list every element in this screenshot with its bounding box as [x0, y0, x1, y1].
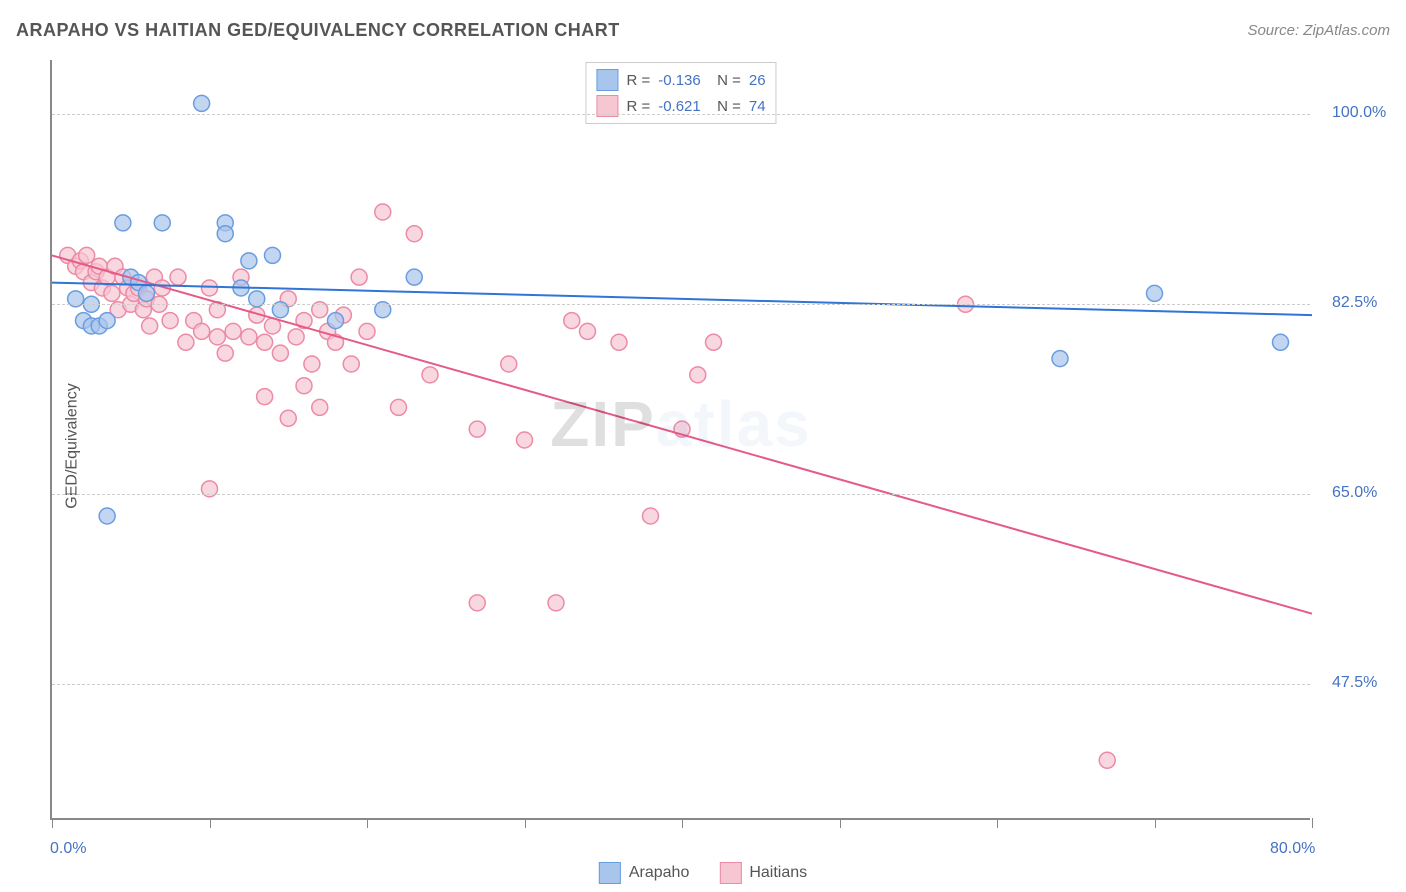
n-value-haitians: 74	[749, 98, 766, 115]
data-point	[99, 508, 115, 524]
r-label: R =	[626, 72, 650, 89]
data-point	[706, 334, 722, 350]
data-point	[548, 595, 564, 611]
data-point	[375, 204, 391, 220]
x-tick	[525, 818, 526, 828]
trend-line	[52, 255, 1312, 613]
data-point	[257, 334, 273, 350]
data-point	[115, 215, 131, 231]
r-label: R =	[626, 98, 650, 115]
data-point	[1147, 285, 1163, 301]
gridline	[52, 114, 1310, 115]
gridline	[52, 684, 1310, 685]
data-point	[104, 285, 120, 301]
legend-label-arapaho: Arapaho	[629, 864, 690, 882]
data-point	[422, 367, 438, 383]
n-label: N =	[709, 72, 741, 89]
legend-label-haitians: Haitians	[749, 864, 807, 882]
legend-item-haitians: Haitians	[719, 862, 807, 884]
bottom-legend: Arapaho Haitians	[599, 862, 807, 884]
n-label: N =	[709, 98, 741, 115]
data-point	[580, 323, 596, 339]
plot-area: ZIPatlas R = -0.136 N = 26 R = -0.621 N …	[50, 60, 1310, 820]
data-point	[406, 226, 422, 242]
data-point	[469, 421, 485, 437]
data-point	[359, 323, 375, 339]
data-point	[202, 280, 218, 296]
data-point	[217, 345, 233, 361]
data-point	[406, 269, 422, 285]
trend-line	[52, 283, 1312, 316]
data-point	[139, 285, 155, 301]
data-point	[288, 329, 304, 345]
x-tick	[1312, 818, 1313, 828]
r-value-haitians: -0.621	[658, 98, 701, 115]
data-point	[501, 356, 517, 372]
data-point	[79, 247, 95, 263]
data-point	[351, 269, 367, 285]
data-point	[257, 389, 273, 405]
data-point	[170, 269, 186, 285]
gridline	[52, 304, 1310, 305]
y-tick-label: 47.5%	[1332, 674, 1377, 692]
data-point	[209, 329, 225, 345]
legend-item-arapaho: Arapaho	[599, 862, 690, 884]
data-point	[154, 215, 170, 231]
data-point	[312, 399, 328, 415]
legend-swatch-arapaho	[599, 862, 621, 884]
header: ARAPAHO VS HAITIAN GED/EQUIVALENCY CORRE…	[16, 20, 1390, 41]
data-point	[328, 313, 344, 329]
chart-title: ARAPAHO VS HAITIAN GED/EQUIVALENCY CORRE…	[16, 20, 620, 41]
data-point	[241, 329, 257, 345]
data-point	[1052, 351, 1068, 367]
legend-swatch-haitians	[719, 862, 741, 884]
y-tick-label: 100.0%	[1332, 104, 1386, 122]
data-point	[194, 323, 210, 339]
data-point	[280, 410, 296, 426]
data-point	[194, 95, 210, 111]
data-point	[517, 432, 533, 448]
data-point	[225, 323, 241, 339]
data-point	[217, 226, 233, 242]
y-tick-label: 82.5%	[1332, 294, 1377, 312]
data-point	[643, 508, 659, 524]
x-tick	[1155, 818, 1156, 828]
x-max-label: 80.0%	[1270, 840, 1315, 858]
data-point	[265, 247, 281, 263]
data-point	[391, 399, 407, 415]
swatch-arapaho	[596, 69, 618, 91]
data-point	[99, 313, 115, 329]
data-point	[611, 334, 627, 350]
data-point	[304, 356, 320, 372]
x-tick	[210, 818, 211, 828]
x-tick	[997, 818, 998, 828]
x-tick	[52, 818, 53, 828]
data-point	[564, 313, 580, 329]
gridline	[52, 494, 1310, 495]
x-tick	[367, 818, 368, 828]
data-point	[469, 595, 485, 611]
data-point	[162, 313, 178, 329]
y-tick-label: 65.0%	[1332, 484, 1377, 502]
data-point	[343, 356, 359, 372]
r-value-arapaho: -0.136	[658, 72, 701, 89]
data-point	[690, 367, 706, 383]
n-value-arapaho: 26	[749, 72, 766, 89]
data-point	[1099, 752, 1115, 768]
data-point	[1273, 334, 1289, 350]
data-point	[241, 253, 257, 269]
stats-row-arapaho: R = -0.136 N = 26	[596, 67, 765, 93]
source-label: Source: ZipAtlas.com	[1247, 22, 1390, 39]
x-tick	[682, 818, 683, 828]
data-point	[178, 334, 194, 350]
data-point	[272, 345, 288, 361]
data-point	[142, 318, 158, 334]
x-tick	[840, 818, 841, 828]
chart-container: ARAPAHO VS HAITIAN GED/EQUIVALENCY CORRE…	[0, 0, 1406, 892]
chart-svg	[52, 60, 1310, 818]
x-min-label: 0.0%	[50, 840, 86, 858]
data-point	[296, 378, 312, 394]
